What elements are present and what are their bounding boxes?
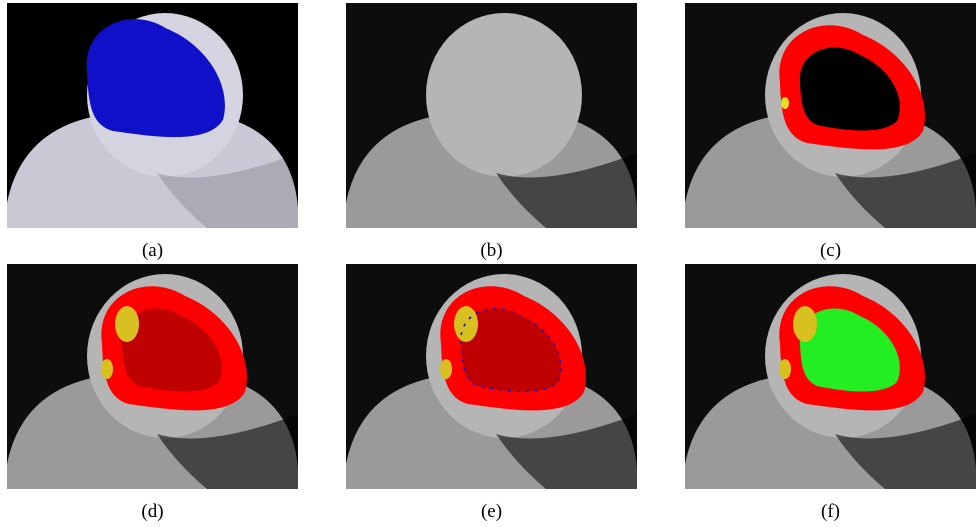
panel bbox=[346, 3, 637, 228]
caption: (f) bbox=[821, 501, 840, 522]
yellow-patch bbox=[781, 97, 789, 109]
caption: (a) bbox=[142, 240, 163, 261]
yellow-patch bbox=[440, 359, 452, 379]
yellow-patch bbox=[115, 306, 139, 342]
panel bbox=[685, 3, 976, 228]
caption: (b) bbox=[480, 240, 502, 261]
yellow-patch bbox=[101, 359, 113, 379]
page: (a)(b)(c)(d)(e)(f) (() => { const data =… bbox=[0, 0, 980, 527]
yellow-patch bbox=[454, 306, 478, 342]
caption: (e) bbox=[481, 501, 502, 522]
caption: (c) bbox=[820, 240, 841, 261]
panel bbox=[685, 264, 976, 489]
panel bbox=[7, 3, 298, 228]
yellow-patch bbox=[793, 306, 817, 342]
panel-image bbox=[7, 264, 298, 489]
panel-image bbox=[346, 3, 637, 228]
caption: (d) bbox=[141, 501, 163, 522]
panel-image bbox=[7, 3, 298, 228]
panel bbox=[346, 264, 637, 489]
figure: (a) (b) (c) (d) (e) (f) bbox=[0, 0, 980, 527]
panel-image bbox=[685, 264, 976, 489]
panel bbox=[7, 264, 298, 489]
yellow-patch bbox=[779, 359, 791, 379]
panel-image bbox=[346, 264, 637, 489]
head bbox=[426, 13, 582, 177]
panel-image bbox=[685, 3, 976, 228]
